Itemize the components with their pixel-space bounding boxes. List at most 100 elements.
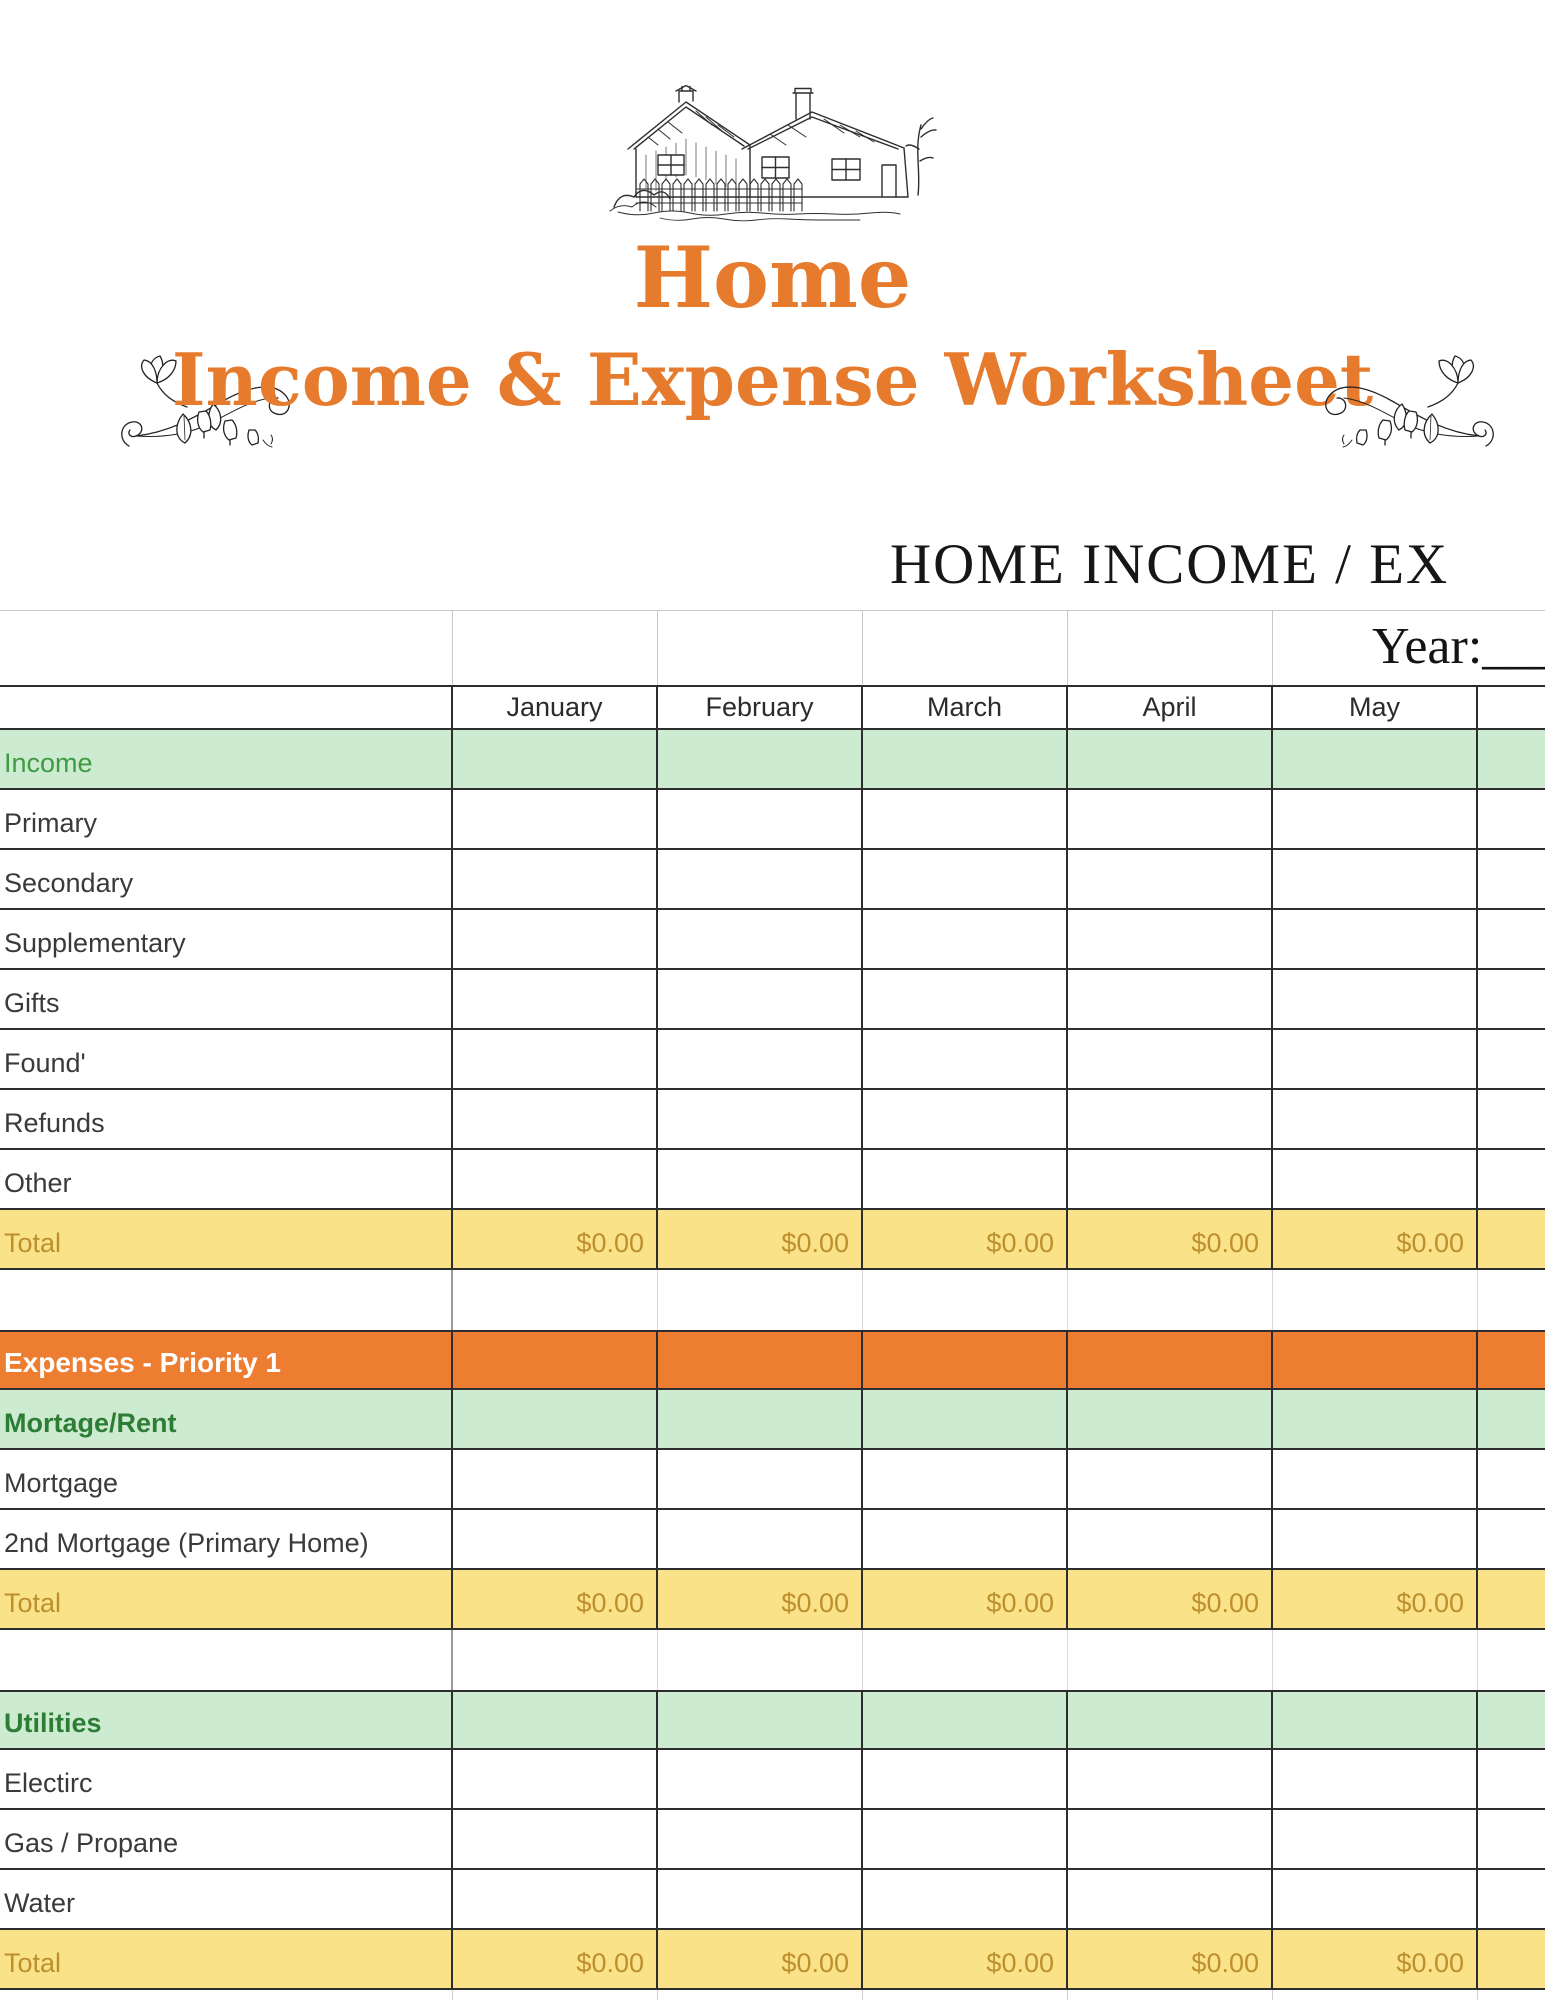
value-cell[interactable] (453, 1750, 658, 1808)
value-cell (863, 730, 1068, 788)
value-cell-partial (1478, 1870, 1545, 1928)
value-cell[interactable] (1068, 1150, 1273, 1208)
value-cell[interactable] (1068, 1510, 1273, 1568)
table-body: Income Primary Secondary Supplementary Gifts… (0, 730, 1545, 1990)
value-cell[interactable] (1068, 1750, 1273, 1808)
value-cell (453, 1390, 658, 1448)
value-cell[interactable] (863, 790, 1068, 848)
value-cell[interactable] (453, 1450, 658, 1508)
year-row: Year:___ (0, 610, 1545, 685)
value-cell[interactable]: $0.00 (1068, 1210, 1273, 1268)
value-cell[interactable]: $0.00 (453, 1210, 658, 1268)
value-cell[interactable] (658, 1150, 863, 1208)
row-label: Refunds (0, 1090, 453, 1148)
value-cell[interactable] (658, 1090, 863, 1148)
value-cell[interactable] (1068, 910, 1273, 968)
value-cell[interactable] (658, 910, 863, 968)
value-cell (1273, 730, 1478, 788)
row-label: Gifts (0, 970, 453, 1028)
value-cell[interactable]: $0.00 (863, 1570, 1068, 1628)
value-cell[interactable] (658, 790, 863, 848)
value-cell[interactable] (453, 850, 658, 908)
value-cell[interactable]: $0.00 (1273, 1930, 1478, 1988)
value-cell[interactable] (1273, 1810, 1478, 1868)
value-cell[interactable] (1068, 1450, 1273, 1508)
value-cell[interactable] (1068, 790, 1273, 848)
value-cell (863, 1332, 1068, 1388)
value-cell[interactable] (1273, 970, 1478, 1028)
value-cell[interactable] (453, 1030, 658, 1088)
value-cell[interactable]: $0.00 (658, 1570, 863, 1628)
value-cell[interactable] (453, 970, 658, 1028)
value-cell[interactable] (453, 1090, 658, 1148)
value-cell[interactable] (1068, 850, 1273, 908)
value-cell[interactable] (658, 970, 863, 1028)
value-cell[interactable] (1273, 1510, 1478, 1568)
value-cell[interactable] (863, 1450, 1068, 1508)
value-cell[interactable]: $0.00 (453, 1930, 658, 1988)
row-label: Primary (0, 790, 453, 848)
value-cell[interactable] (658, 850, 863, 908)
value-cell[interactable] (658, 1750, 863, 1808)
row-label (0, 1270, 453, 1330)
value-cell[interactable] (1273, 1870, 1478, 1928)
value-cell[interactable] (658, 1810, 863, 1868)
value-cell[interactable]: $0.00 (658, 1930, 863, 1988)
table-row: Total $0.00 $0.00 $0.00 $0.00 $0.00 (0, 1930, 1545, 1990)
value-cell[interactable] (1273, 1450, 1478, 1508)
value-cell[interactable]: $0.00 (453, 1570, 658, 1628)
value-cell[interactable] (1068, 1810, 1273, 1868)
value-cell[interactable] (453, 790, 658, 848)
row-label: 2nd Mortgage (Primary Home) (0, 1510, 453, 1568)
value-cell[interactable] (453, 1150, 658, 1208)
value-cell[interactable] (1273, 1750, 1478, 1808)
month-header-january: January (453, 687, 658, 728)
value-cell[interactable]: $0.00 (1273, 1210, 1478, 1268)
table-row: Mortgage (0, 1450, 1545, 1510)
value-cell[interactable] (1068, 970, 1273, 1028)
value-cell[interactable] (453, 1510, 658, 1568)
value-cell[interactable] (453, 1810, 658, 1868)
value-cell[interactable]: $0.00 (658, 1210, 863, 1268)
value-cell[interactable] (658, 1510, 863, 1568)
row-label: Found' (0, 1030, 453, 1088)
spacer-row (0, 1270, 1545, 1330)
value-cell[interactable] (863, 1150, 1068, 1208)
value-cell[interactable]: $0.00 (863, 1210, 1068, 1268)
value-cell-partial (1478, 970, 1545, 1028)
value-cell[interactable] (863, 1810, 1068, 1868)
value-cell[interactable] (1068, 1030, 1273, 1088)
value-cell-partial (1478, 1030, 1545, 1088)
value-cell[interactable] (863, 1750, 1068, 1808)
value-cell[interactable] (863, 970, 1068, 1028)
value-cell[interactable] (453, 1870, 658, 1928)
value-cell[interactable] (1273, 1090, 1478, 1148)
grid-cell (453, 611, 658, 685)
value-cell[interactable] (863, 910, 1068, 968)
row-label: Other (0, 1150, 453, 1208)
value-cell[interactable] (1273, 1030, 1478, 1088)
value-cell-partial (1478, 1270, 1545, 1330)
value-cell[interactable]: $0.00 (863, 1930, 1068, 1988)
value-cell[interactable] (1068, 1870, 1273, 1928)
value-cell[interactable] (658, 1870, 863, 1928)
value-cell (658, 1390, 863, 1448)
worksheet-table: Year:___ January February March April Ma… (0, 610, 1545, 2000)
value-cell[interactable]: $0.00 (1068, 1570, 1273, 1628)
value-cell[interactable] (453, 910, 658, 968)
value-cell[interactable] (658, 1450, 863, 1508)
value-cell[interactable] (1273, 1150, 1478, 1208)
value-cell[interactable] (1273, 910, 1478, 968)
value-cell[interactable] (863, 850, 1068, 908)
value-cell (863, 1270, 1068, 1330)
value-cell[interactable] (1068, 1090, 1273, 1148)
value-cell[interactable] (658, 1030, 863, 1088)
value-cell[interactable] (1273, 850, 1478, 908)
value-cell[interactable] (863, 1870, 1068, 1928)
value-cell[interactable]: $0.00 (1273, 1570, 1478, 1628)
value-cell[interactable] (863, 1510, 1068, 1568)
value-cell[interactable] (1273, 790, 1478, 848)
value-cell[interactable]: $0.00 (1068, 1930, 1273, 1988)
value-cell[interactable] (863, 1090, 1068, 1148)
value-cell[interactable] (863, 1030, 1068, 1088)
